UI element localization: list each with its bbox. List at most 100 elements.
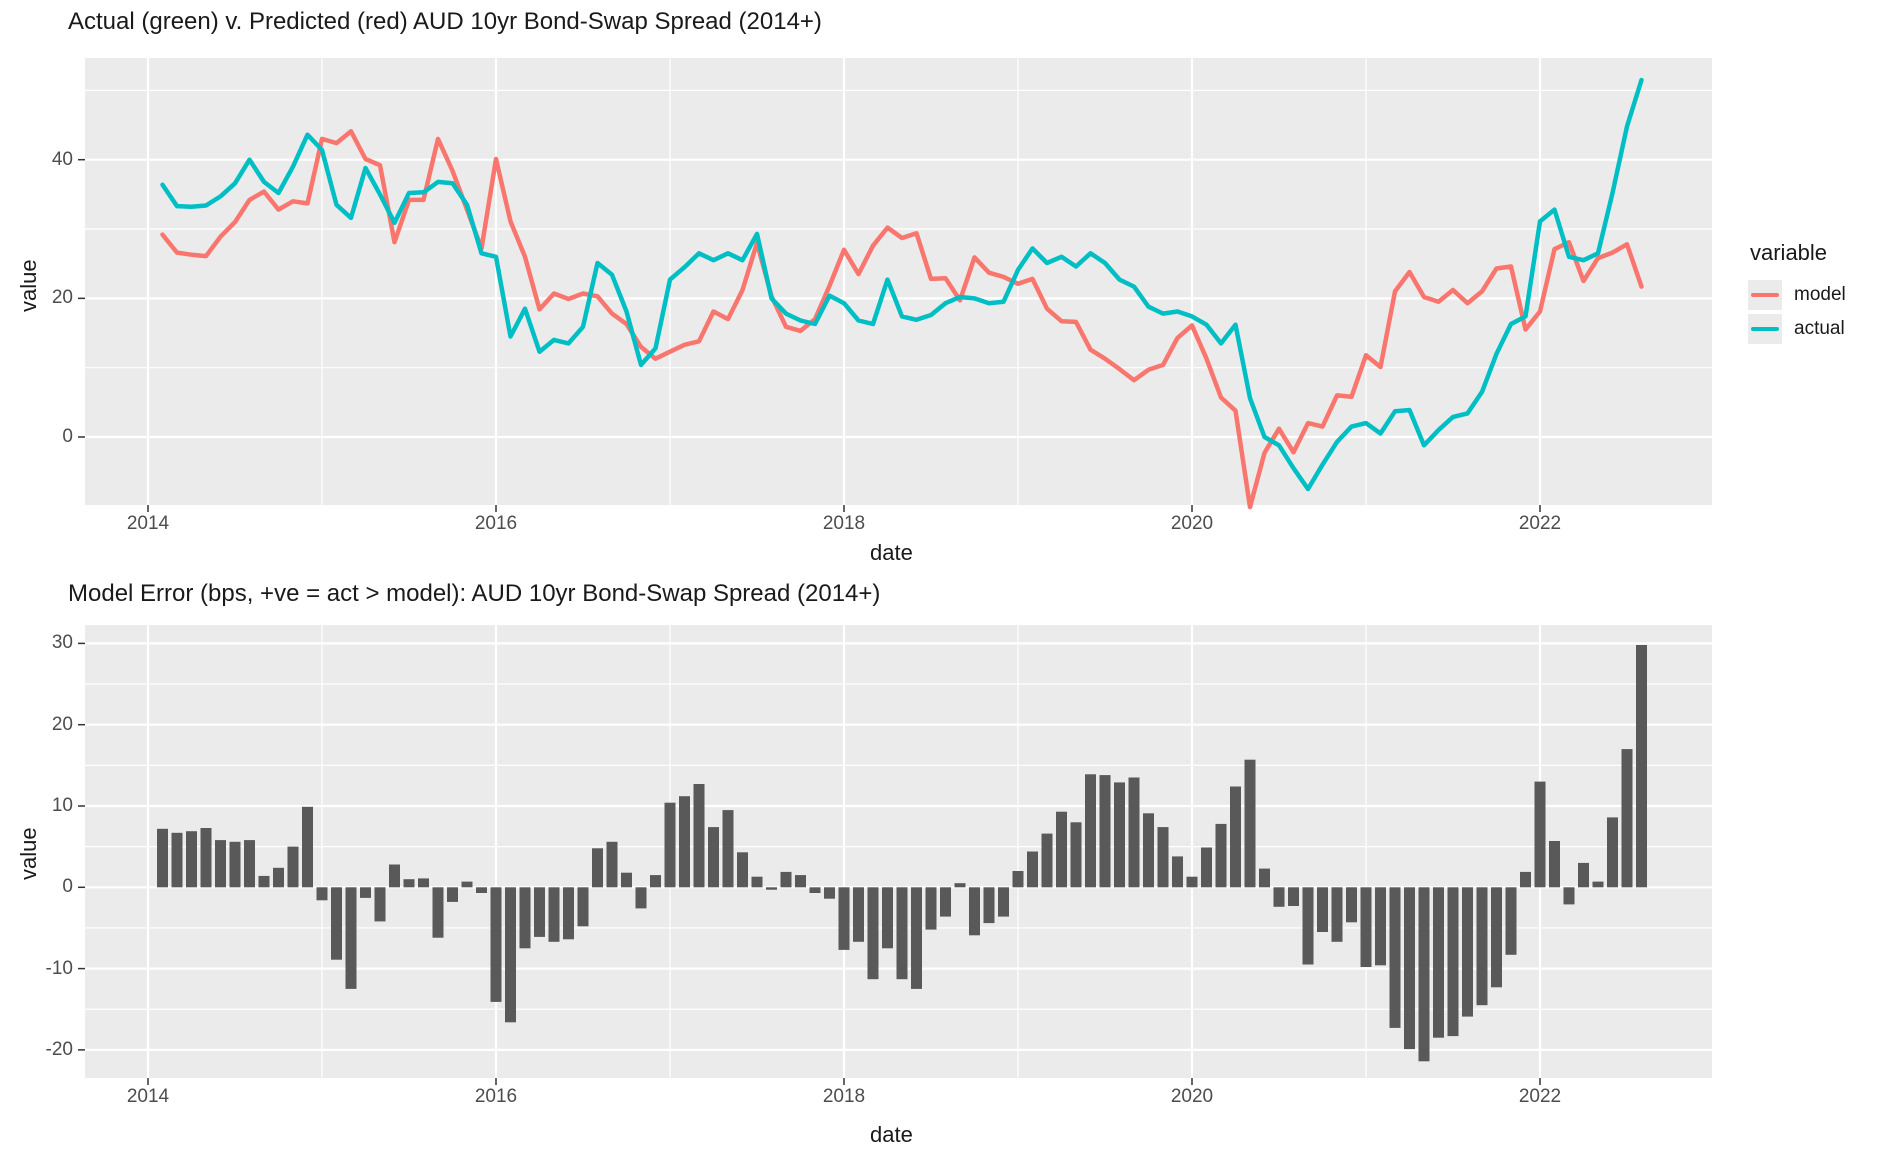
model-line (160, 129, 1644, 510)
error-bar (1302, 887, 1314, 965)
error-bar (1157, 827, 1169, 888)
bottom-chart-title: Model Error (bps, +ve = act > model): AU… (68, 580, 881, 607)
error-bar (606, 841, 618, 888)
error-bar (1201, 847, 1212, 888)
error-bar (693, 784, 705, 888)
error-bar (1462, 887, 1473, 1017)
error-bar (969, 887, 980, 936)
error-bar (186, 831, 197, 888)
error-bar (983, 887, 995, 924)
top-x-axis-title: date (870, 540, 913, 565)
y-tick-label: 10 (51, 795, 73, 816)
error-bar (534, 887, 545, 937)
error-bar (200, 828, 212, 888)
error-bar (1331, 887, 1343, 942)
error-bar (751, 876, 763, 888)
error-bar (867, 887, 879, 980)
error-bar (331, 887, 342, 960)
error-bar (708, 827, 719, 888)
error-bar (1027, 851, 1038, 888)
error-bar (1360, 887, 1372, 967)
error-bar (737, 852, 748, 888)
error-bar (476, 887, 487, 893)
actual-line-key-icon (1748, 314, 1782, 344)
x-tick-label: 2022 (1518, 1086, 1562, 1107)
y-tick-label: 0 (62, 426, 73, 447)
error-bar (1070, 822, 1082, 888)
x-tick-label: 2022 (1518, 513, 1562, 534)
error-bar (229, 841, 241, 888)
x-tick-label: 2016 (474, 513, 518, 534)
error-bar (505, 887, 516, 1023)
legend: variable model actual (1748, 240, 1878, 346)
x-tick-label: 2020 (1170, 1086, 1214, 1107)
error-bar (838, 887, 850, 950)
y-tick-label: 0 (62, 876, 73, 898)
error-bar (954, 883, 966, 888)
error-bar (998, 887, 1009, 917)
error-bar (1433, 887, 1444, 1038)
legend-label-actual: actual (1794, 318, 1845, 339)
error-bar (1244, 759, 1256, 888)
error-bar (1259, 868, 1270, 888)
x-tick-label: 2016 (474, 1086, 518, 1107)
error-bar (896, 887, 908, 980)
error-bar (316, 887, 328, 901)
error-bar (635, 887, 647, 909)
error-bar (1418, 887, 1430, 1062)
error-bar (1476, 887, 1488, 1006)
error-bar (273, 867, 284, 888)
error-bar (432, 887, 444, 938)
y-tick-label: 20 (51, 713, 73, 735)
error-bar (1578, 862, 1589, 888)
x-tick-label: 2018 (822, 1086, 866, 1107)
error-bar (650, 875, 661, 888)
error-bar (1621, 749, 1633, 888)
y-tick-label: -10 (45, 957, 73, 979)
error-bar (360, 887, 371, 898)
error-bar (1056, 811, 1067, 888)
error-bar (1563, 887, 1575, 905)
error-bar (853, 887, 864, 942)
legend-title: variable (1750, 240, 1828, 265)
error-bar (1172, 856, 1183, 888)
error-bar (1447, 887, 1459, 1037)
error-bar (664, 802, 676, 888)
error-bar-chart (78, 625, 1712, 1085)
error-bar (1636, 645, 1647, 888)
error-bar (911, 887, 922, 989)
y-tick-label: -20 (45, 1038, 73, 1060)
spread-line-chart (78, 58, 1712, 512)
x-tick-label: 2014 (126, 513, 170, 534)
y-tick-label: 20 (51, 287, 73, 309)
error-bar (722, 810, 734, 888)
error-bar (1230, 786, 1241, 888)
error-bar (1607, 817, 1618, 888)
error-bar (1592, 881, 1604, 888)
error-bar (766, 887, 777, 890)
x-tick-label: 2014 (126, 1086, 170, 1107)
error-bar (1143, 813, 1154, 888)
error-bar (1491, 887, 1502, 988)
error-bar (548, 887, 560, 942)
bottom-x-axis-title: date (870, 1122, 913, 1147)
legend-label-model: model (1794, 284, 1846, 305)
error-bar (345, 887, 357, 989)
error-bar (418, 878, 429, 888)
error-bar (157, 828, 168, 888)
error-bar (563, 887, 574, 940)
error-bar (1317, 887, 1328, 932)
error-bar (592, 848, 603, 888)
error-bar (1186, 876, 1198, 888)
error-bar (258, 875, 270, 888)
error-bar (1099, 775, 1111, 888)
error-bar (1215, 823, 1227, 888)
error-bar (302, 806, 313, 888)
actual-line (160, 77, 1644, 492)
legend-item-actual: actual (1748, 312, 1878, 346)
error-bar (1012, 871, 1024, 888)
error-bar (490, 887, 502, 1002)
error-bar (447, 887, 458, 902)
error-bar (679, 796, 690, 888)
